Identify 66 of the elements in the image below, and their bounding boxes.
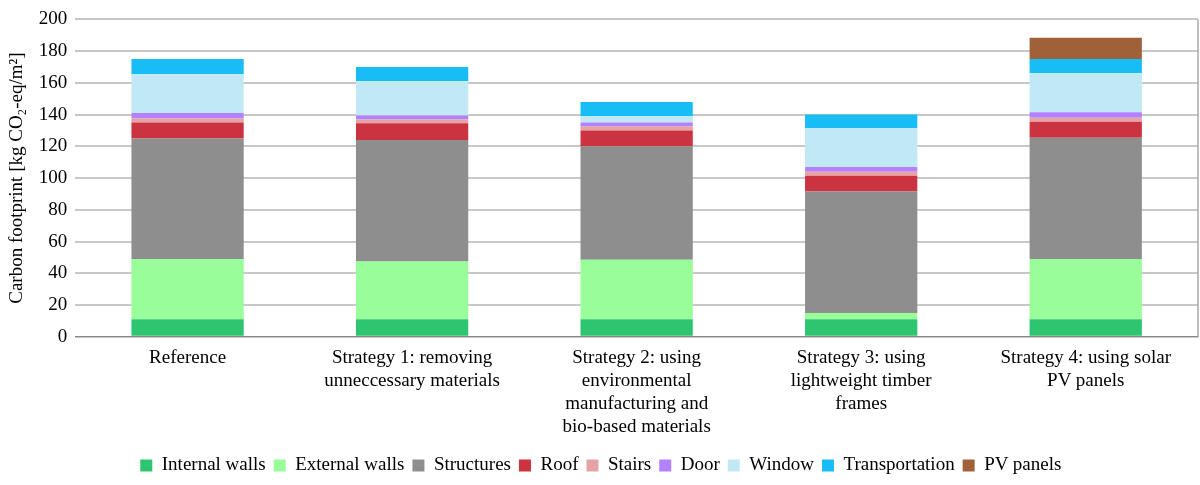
bar (580, 116, 693, 123)
bar (131, 74, 244, 114)
x-tick-label: Reference (149, 346, 227, 368)
bar (355, 115, 469, 120)
y-tick-label: 140 (38, 102, 68, 124)
bar (580, 130, 693, 147)
y-tick-label: 20 (48, 293, 68, 315)
bar (355, 123, 469, 141)
bar (355, 319, 469, 336)
bar (1029, 37, 1142, 60)
legend-label: PV panels (984, 453, 1062, 475)
x-tick-label: Strategy 4: using solar PV panels (1000, 346, 1172, 390)
bar (1029, 319, 1142, 336)
x-tick-label: Strategy 1: removing unneccessary materials (324, 346, 500, 390)
bar (805, 175, 918, 192)
bar (131, 118, 244, 123)
bar (1029, 137, 1142, 260)
legend-label: Window (749, 453, 815, 475)
x-tick-label: Strategy 3: using lightweight timber frames (790, 346, 933, 413)
bar (131, 122, 244, 139)
legend-label: Transportation (843, 453, 956, 475)
bar (805, 319, 918, 336)
bar (1029, 117, 1142, 122)
legend-label: External walls (295, 453, 405, 475)
x-tick-label: Strategy 2: using environmental manufacturing and bio-based materials (562, 346, 711, 436)
bar (1029, 121, 1142, 138)
y-tick-label: 0 (57, 324, 68, 346)
bar (580, 146, 693, 260)
y-tick-label: 100 (38, 166, 68, 188)
bar (580, 101, 693, 117)
legend-label: Stairs (607, 453, 652, 475)
y-tick-label: 180 (38, 39, 68, 61)
bar (580, 319, 693, 336)
y-tick-label: 40 (48, 261, 68, 283)
bar (355, 67, 469, 82)
legend-label: Door (680, 453, 721, 475)
bar (131, 259, 244, 320)
legend-label: Structures (433, 453, 511, 475)
y-tick-label: 160 (38, 70, 68, 92)
bar (355, 81, 469, 116)
bar (805, 166, 918, 172)
bar (131, 113, 244, 119)
bar (355, 261, 469, 320)
bar (1029, 259, 1142, 320)
bar (355, 119, 469, 124)
bar (1029, 59, 1142, 74)
bar (805, 114, 918, 129)
y-axis-title: Carbon footprint [kg CO₂-eq/m²] (5, 52, 27, 304)
legend-label: Roof (540, 453, 580, 475)
bar (805, 171, 918, 176)
y-tick-label: 60 (48, 229, 68, 251)
bar (1029, 73, 1142, 113)
bar (805, 191, 918, 313)
bar (805, 313, 918, 320)
bar (131, 59, 244, 75)
bar (580, 259, 693, 320)
y-tick-label: 80 (48, 197, 68, 219)
bar (805, 128, 918, 167)
bar (131, 138, 244, 260)
bar (580, 122, 693, 127)
y-tick-label: 120 (38, 134, 68, 156)
bar (355, 140, 469, 262)
bar (1029, 112, 1142, 118)
bar (131, 319, 244, 336)
legend-label: Internal walls (161, 453, 266, 475)
y-tick-label: 200 (38, 7, 68, 29)
